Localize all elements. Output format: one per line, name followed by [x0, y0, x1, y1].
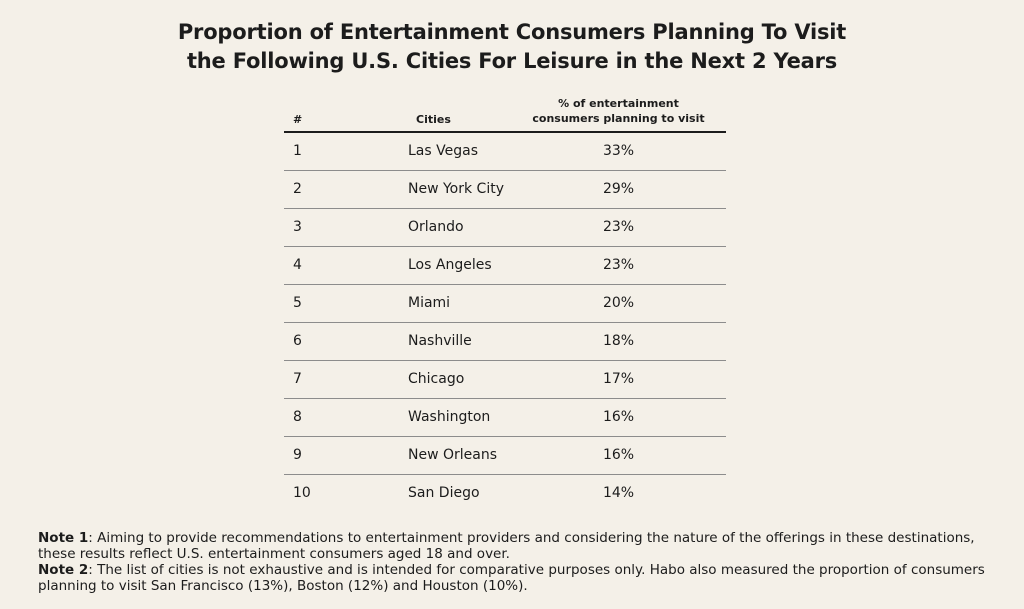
- rank-cell: 10: [293, 485, 311, 501]
- city-cell: New Orleans: [408, 447, 498, 463]
- title-line-2: the Following U.S. Cities For Leisure in…: [186, 49, 838, 73]
- rank-cell: 6: [293, 333, 302, 349]
- title-line-1: Proportion of Entertainment Consumers Pl…: [177, 20, 847, 44]
- rank-cell: 3: [293, 219, 302, 235]
- table-row: 3 Orlando 23%: [284, 209, 726, 247]
- header-percent-line-2: consumers planning to visit: [532, 112, 705, 125]
- rank-cell: 9: [293, 447, 302, 463]
- percent-cell: 18%: [602, 333, 635, 349]
- rank-cell: 7: [293, 371, 302, 387]
- table-body: 1 Las Vegas 33% 2 New York City 29% 3 Orlando 23…: [284, 133, 726, 512]
- header-city: Cities: [416, 113, 451, 126]
- table-row: 1 Las Vegas 33%: [284, 133, 726, 171]
- rank-cell: 4: [293, 257, 302, 273]
- percent-cell: 33%: [602, 143, 635, 159]
- table-row: 7 Chicago 17%: [284, 361, 726, 399]
- percent-cell: 29%: [602, 181, 635, 197]
- header-rank: #: [293, 113, 303, 126]
- chart-title: Proportion of Entertainment Consumers Pl…: [0, 18, 1024, 76]
- city-cell: Chicago: [408, 371, 465, 387]
- percent-cell: 23%: [602, 219, 635, 235]
- rank-cell: 2: [293, 181, 302, 197]
- city-cell: Washington: [408, 409, 491, 425]
- note-1-label: Note 1: [38, 530, 89, 546]
- note-1: Note 1: Aiming to provide recommendation…: [38, 530, 998, 562]
- table-row: 8 Washington 16%: [284, 399, 726, 437]
- table-row: 9 New Orleans 16%: [284, 437, 726, 475]
- city-cell: Orlando: [408, 219, 464, 235]
- table-row: 4 Los Angeles 23%: [284, 247, 726, 285]
- table-row: 5 Miami 20%: [284, 285, 726, 323]
- rank-cell: 1: [293, 143, 302, 159]
- city-cell: Miami: [408, 295, 451, 311]
- percent-cell: 20%: [602, 295, 635, 311]
- city-cell: San Diego: [408, 485, 480, 501]
- note-2-label: Note 2: [38, 562, 89, 578]
- city-cell: New York City: [408, 181, 504, 197]
- header-percent-line-1: % of entertainment: [558, 97, 679, 110]
- percent-cell: 14%: [602, 485, 635, 501]
- note-2-text: : The list of cities is not exhaustive a…: [38, 562, 985, 594]
- note-1-text: : Aiming to provide recommendations to e…: [38, 530, 975, 562]
- table-row: 10 San Diego 14%: [284, 475, 726, 512]
- rank-cell: 8: [293, 409, 302, 425]
- notes: Note 1: Aiming to provide recommendation…: [38, 530, 998, 594]
- percent-cell: 16%: [602, 409, 635, 425]
- header-percent: % of entertainment consumers planning to…: [514, 96, 723, 126]
- city-cell: Las Vegas: [408, 143, 478, 159]
- percent-cell: 23%: [602, 257, 635, 273]
- city-table: # Cities % of entertainment consumers pl…: [284, 96, 726, 512]
- rank-cell: 5: [293, 295, 302, 311]
- city-cell: Los Angeles: [408, 257, 492, 273]
- table-header: # Cities % of entertainment consumers pl…: [284, 96, 726, 133]
- table-row: 6 Nashville 18%: [284, 323, 726, 361]
- city-cell: Nashville: [408, 333, 472, 349]
- table-row: 2 New York City 29%: [284, 171, 726, 209]
- note-2: Note 2: The list of cities is not exhaus…: [38, 562, 998, 594]
- percent-cell: 17%: [602, 371, 635, 387]
- percent-cell: 16%: [602, 447, 635, 463]
